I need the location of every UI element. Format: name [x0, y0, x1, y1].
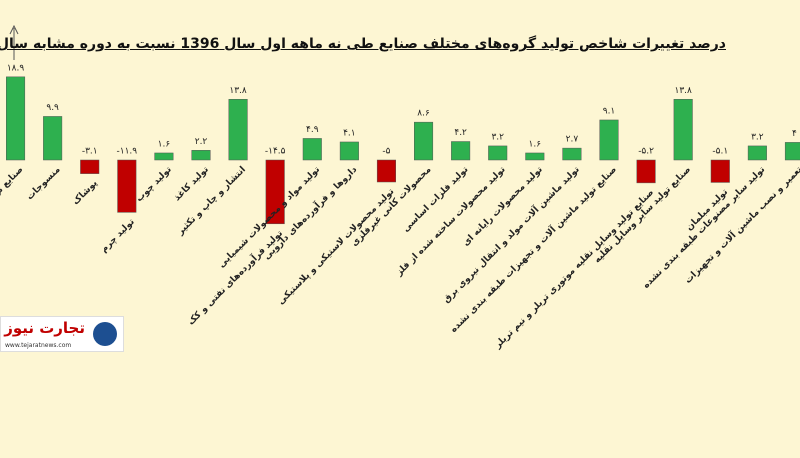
x-tick-label: انتشار و چاپ و تکثیر	[175, 165, 248, 238]
bar	[451, 141, 471, 161]
chart-title: درصد تغییرات شاخص تولید گروه‌های مختلف ص…	[0, 36, 726, 52]
value-label: ۴.۲	[454, 128, 467, 138]
value-label: -۱۱.۹	[117, 147, 138, 157]
value-label: ۹.۹	[46, 103, 59, 113]
bar	[376, 159, 396, 183]
value-label: ۲.۲	[195, 137, 208, 147]
bar	[599, 119, 619, 161]
bar	[154, 152, 174, 161]
value-label: ۴	[792, 129, 797, 139]
x-tick-label: تولید چوب	[134, 165, 173, 204]
bar	[488, 145, 508, 161]
value-label: ۸.۶	[417, 109, 430, 119]
bar	[80, 159, 100, 174]
bar	[562, 147, 582, 161]
bar	[117, 159, 137, 213]
x-tick-label: منسوجات	[25, 165, 62, 202]
bar	[43, 116, 63, 161]
x-tick-label: صنایع تولید مواد غذایی و آشامیدنی	[0, 163, 25, 282]
bar	[228, 99, 248, 161]
logo: تجارت نیوز www.tejaratnews.com	[0, 316, 124, 352]
bar	[191, 150, 211, 161]
x-tick-label: تولید فلزات اساسی	[401, 165, 470, 234]
value-label: ۳.۲	[751, 132, 764, 142]
value-label: ۴.۹	[306, 125, 319, 135]
value-label: ۱.۶	[529, 139, 542, 149]
bar	[747, 145, 767, 161]
bar	[525, 152, 545, 161]
value-label: -۳.۱	[82, 147, 98, 157]
logo-url: www.tejaratnews.com	[5, 342, 72, 349]
x-tick-label: تولید فرآورده‌های نفتی و کک	[185, 227, 285, 327]
bar	[784, 142, 800, 161]
x-tick-label: تولید محصولات لاستیکی و پلاستیکی	[276, 187, 396, 307]
value-label: -۵.۲	[638, 147, 654, 157]
value-label: ۱۳.۸	[229, 86, 247, 96]
bar	[710, 159, 730, 183]
value-label: -۵	[382, 147, 390, 157]
up-arrow	[9, 24, 19, 60]
value-label: ۴.۱	[343, 128, 356, 138]
logo-name: تجارت نیوز	[4, 319, 85, 337]
value-label: ۳.۲	[491, 132, 504, 142]
value-label: ۱۳.۸	[674, 86, 692, 96]
x-tick-label: تولید کاغذ	[172, 165, 210, 203]
bar	[302, 138, 322, 161]
logo-icon	[93, 322, 117, 346]
value-label: -۵.۱	[712, 147, 728, 157]
bar	[339, 141, 359, 161]
bar	[673, 99, 693, 161]
value-label: -۱۴.۵	[265, 147, 286, 157]
bar	[636, 159, 656, 184]
x-tick-label: تولید چرم	[99, 217, 137, 255]
value-label: ۲.۷	[566, 135, 579, 145]
bar	[6, 76, 26, 161]
value-label: ۹.۱	[603, 106, 616, 116]
x-tick-label: پوشاک	[71, 178, 100, 207]
bar	[265, 159, 285, 225]
value-label: ۱۸.۹	[7, 63, 25, 73]
value-label: ۱.۶	[158, 139, 171, 149]
bar	[414, 121, 434, 161]
